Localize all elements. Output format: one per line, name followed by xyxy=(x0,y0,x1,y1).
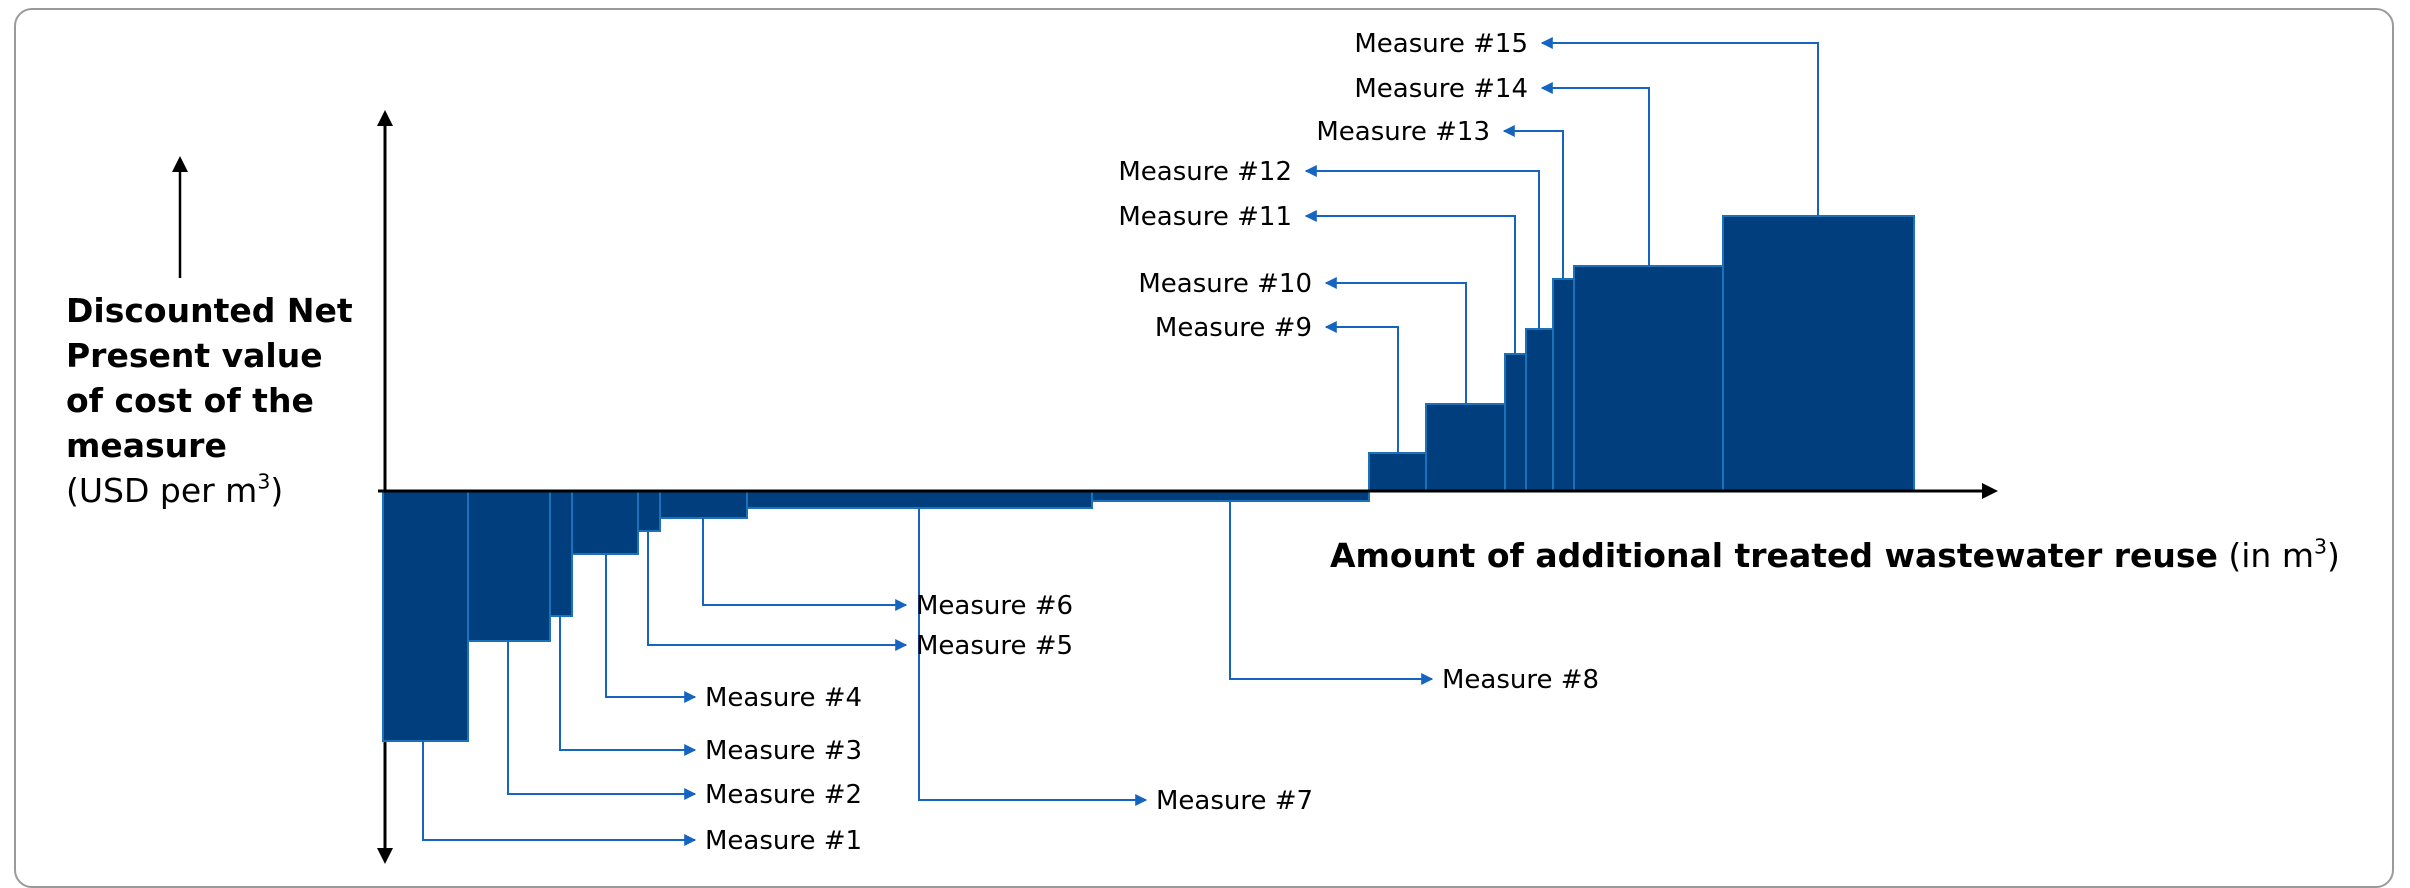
bar-measure-3 xyxy=(549,490,573,617)
bar-measure-5 xyxy=(637,490,661,532)
x-axis xyxy=(378,483,1998,499)
bar-measure-12 xyxy=(1525,328,1554,492)
leader-measure-12 xyxy=(1304,165,1540,329)
label-measure-7: Measure #7 xyxy=(1156,786,1313,816)
leader-measure-14 xyxy=(1540,82,1650,266)
bar-measure-10 xyxy=(1425,403,1506,492)
leader-measure-7 xyxy=(918,508,1148,806)
label-measure-8: Measure #8 xyxy=(1442,665,1599,695)
bar-measure-1 xyxy=(382,490,469,742)
bar-measure-2 xyxy=(467,490,551,642)
bar-measure-15 xyxy=(1722,215,1915,492)
leader-measure-2 xyxy=(507,641,697,800)
y-axis-unit: (USD per m3) xyxy=(66,469,284,510)
label-measure-15: Measure #15 xyxy=(1354,29,1528,59)
label-measure-2: Measure #2 xyxy=(705,780,862,810)
leader-measure-8 xyxy=(1229,501,1434,685)
label-measure-10: Measure #10 xyxy=(1138,269,1312,299)
label-measure-4: Measure #4 xyxy=(705,683,862,713)
y-axis-label-line-2: Present value xyxy=(66,336,323,375)
leader-measure-1 xyxy=(422,741,697,846)
marginal-cost-curve-chart: Measure #1 Measure #2 Measure #3 Measure #4… xyxy=(172,29,1998,864)
bars-group xyxy=(382,215,1915,742)
leader-measure-4 xyxy=(605,554,697,703)
leader-measure-5 xyxy=(647,531,908,651)
leader-measure-10 xyxy=(1324,277,1467,404)
bar-measure-6 xyxy=(659,490,748,519)
leader-measure-6 xyxy=(702,518,908,611)
bar-measure-14 xyxy=(1573,265,1724,492)
label-measure-11: Measure #11 xyxy=(1118,202,1292,232)
bar-measure-9 xyxy=(1368,452,1427,492)
measure-labels-group: Measure #1 Measure #2 Measure #3 Measure #4… xyxy=(705,29,1599,856)
label-measure-6: Measure #6 xyxy=(916,591,1073,621)
label-measure-13: Measure #13 xyxy=(1316,117,1490,147)
y-label-up-arrow xyxy=(172,156,188,278)
leader-measure-13 xyxy=(1502,125,1564,279)
label-measure-3: Measure #3 xyxy=(705,736,862,766)
leader-measure-9 xyxy=(1324,321,1399,453)
y-axis-label-line-4: measure xyxy=(66,426,227,465)
label-measure-9: Measure #9 xyxy=(1155,313,1312,343)
leader-measure-11 xyxy=(1304,210,1516,354)
leader-measure-15 xyxy=(1540,37,1819,216)
y-axis-label-line-1: Discounted Net xyxy=(66,291,353,330)
label-measure-12: Measure #12 xyxy=(1118,157,1292,187)
y-axis-label: Discounted Net Present value of cost of … xyxy=(66,288,353,513)
bar-measure-4 xyxy=(571,490,639,555)
bar-measure-11 xyxy=(1504,353,1527,492)
label-measure-1: Measure #1 xyxy=(705,826,862,856)
x-axis-label-text: Amount of additional treated wastewater … xyxy=(1330,536,2218,575)
x-axis-label: Amount of additional treated wastewater … xyxy=(1330,536,2340,575)
leader-measure-3 xyxy=(559,616,697,756)
label-measure-14: Measure #14 xyxy=(1354,74,1528,104)
y-axis xyxy=(377,110,393,864)
leader-lines-group xyxy=(422,37,1819,846)
y-axis-label-line-3: of cost of the xyxy=(66,381,314,420)
bar-measure-7 xyxy=(746,490,1093,509)
label-measure-5: Measure #5 xyxy=(916,631,1073,661)
bar-measure-13 xyxy=(1552,278,1575,492)
x-axis-unit: (in m3) xyxy=(2217,534,2340,575)
